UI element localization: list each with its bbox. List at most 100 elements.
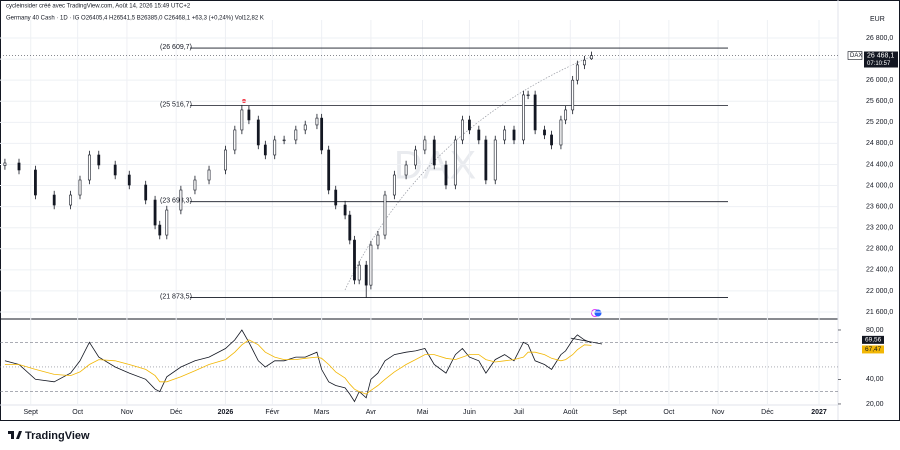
candle-body <box>3 162 7 166</box>
candle-body <box>404 164 408 176</box>
y-tick-label: 20,00 <box>866 401 884 408</box>
y-tick-label: 25 200,0 <box>866 119 893 126</box>
candle-body <box>353 239 356 281</box>
x-tick-label: Nov <box>712 409 725 416</box>
candle-body <box>87 154 91 181</box>
y-tick-label: 22 000,0 <box>866 288 893 295</box>
x-tick-label: Août <box>563 409 577 416</box>
candle-body <box>564 109 568 121</box>
candle-body <box>364 264 368 286</box>
y-tick-label: 25 600,0 <box>866 98 893 105</box>
rsi-line <box>4 329 592 403</box>
y-tick-label: 26 800,0 <box>866 35 893 42</box>
y-tick-label: 80,00 <box>866 327 884 334</box>
candle-body <box>348 214 352 241</box>
event-icon <box>594 309 602 317</box>
candle-body <box>263 144 267 156</box>
y-tick-label: 23 600,0 <box>866 203 893 210</box>
candle-body <box>590 55 593 60</box>
candle-body <box>533 94 537 131</box>
y-tick-label: 22 800,0 <box>866 246 893 253</box>
y-tick-label: 24 000,0 <box>866 182 893 189</box>
candle-body <box>526 94 530 97</box>
candle-body <box>78 179 82 196</box>
price-tag <box>864 51 898 68</box>
credit: cycleinsider créé avec TradingView.com, … <box>6 4 191 10</box>
footer <box>0 421 900 450</box>
candle-body <box>484 139 488 181</box>
candle-body <box>444 164 448 186</box>
candle-body <box>153 199 157 226</box>
level-label: (26 609,7) <box>160 44 192 51</box>
level-label: (23 693,3) <box>160 198 192 205</box>
candle-body <box>179 189 183 211</box>
candle-body <box>224 149 227 171</box>
value-tag-label: 69,56 <box>865 337 882 344</box>
candle-body <box>273 139 277 156</box>
candle-body <box>113 164 117 176</box>
candle-body <box>327 149 331 191</box>
candle-body <box>423 139 427 151</box>
price-tag-value: 26 468,1 <box>867 52 894 59</box>
y-tick-label: 26 000,0 <box>866 77 893 84</box>
level-label: (25 516,7) <box>160 101 192 108</box>
x-tick-label: Mai <box>417 409 429 416</box>
candle-body <box>303 124 307 131</box>
candle-body <box>414 149 417 166</box>
price-tag-symbol <box>847 51 863 60</box>
candle-body <box>432 139 436 166</box>
x-tick-label: Sept <box>24 409 38 416</box>
x-tick-label: 2027 <box>811 409 827 416</box>
x-tick-label: Nov <box>121 409 134 416</box>
candle-body <box>453 139 457 186</box>
candle-body <box>493 139 497 181</box>
value-tag-label: 67,47 <box>865 346 882 353</box>
price-tag-symbol-text: DAX <box>850 53 862 59</box>
logo: TradingView <box>25 430 90 442</box>
candle-body <box>247 109 251 121</box>
candle-body <box>282 139 286 142</box>
candle-body <box>144 184 148 201</box>
candle-body <box>512 129 516 141</box>
candle-body <box>240 109 244 131</box>
frame <box>0 0 900 421</box>
candle-body <box>357 264 361 281</box>
candle-body <box>503 129 507 141</box>
candle-body <box>343 204 347 216</box>
y-tick-label: 24 800,0 <box>866 140 893 147</box>
x-tick-label: Juin <box>463 409 476 416</box>
symbol-info: Germany 40 Cash · 1D · IG O26405,4 H2654… <box>6 16 264 22</box>
candle-body <box>383 194 387 236</box>
candle-body <box>320 117 324 151</box>
candle-body <box>582 59 586 66</box>
candle-body <box>193 179 197 191</box>
candle-body <box>165 209 169 236</box>
trend-arc <box>344 56 591 291</box>
candle-body <box>34 169 37 196</box>
logo-icon <box>8 431 22 439</box>
value-tag <box>862 335 884 344</box>
x-tick-label: Oct <box>72 409 83 416</box>
x-tick-label: 2026 <box>218 409 234 416</box>
x-tick-label: Avr <box>366 409 377 416</box>
candle-body <box>158 224 162 236</box>
value-tag <box>862 345 884 354</box>
candle-body <box>461 119 464 141</box>
candle-body <box>369 244 373 286</box>
x-tick-label: Déc <box>170 409 183 416</box>
candle-body <box>69 194 73 206</box>
x-tick-label: Févr <box>265 409 280 416</box>
y-tick-label: 21 600,0 <box>866 309 893 316</box>
x-tick-label: Mars <box>314 409 330 416</box>
candle-body <box>571 79 575 111</box>
x-tick-label: Déc <box>761 409 774 416</box>
candle-body <box>392 174 396 196</box>
x-tick-label: Juil <box>513 409 524 416</box>
candle-body <box>17 162 21 171</box>
level-label: (21 873,5) <box>160 293 192 300</box>
candle-body <box>521 94 525 141</box>
candle-body <box>334 189 338 206</box>
candle-body <box>52 194 56 206</box>
candle-body <box>315 117 319 126</box>
